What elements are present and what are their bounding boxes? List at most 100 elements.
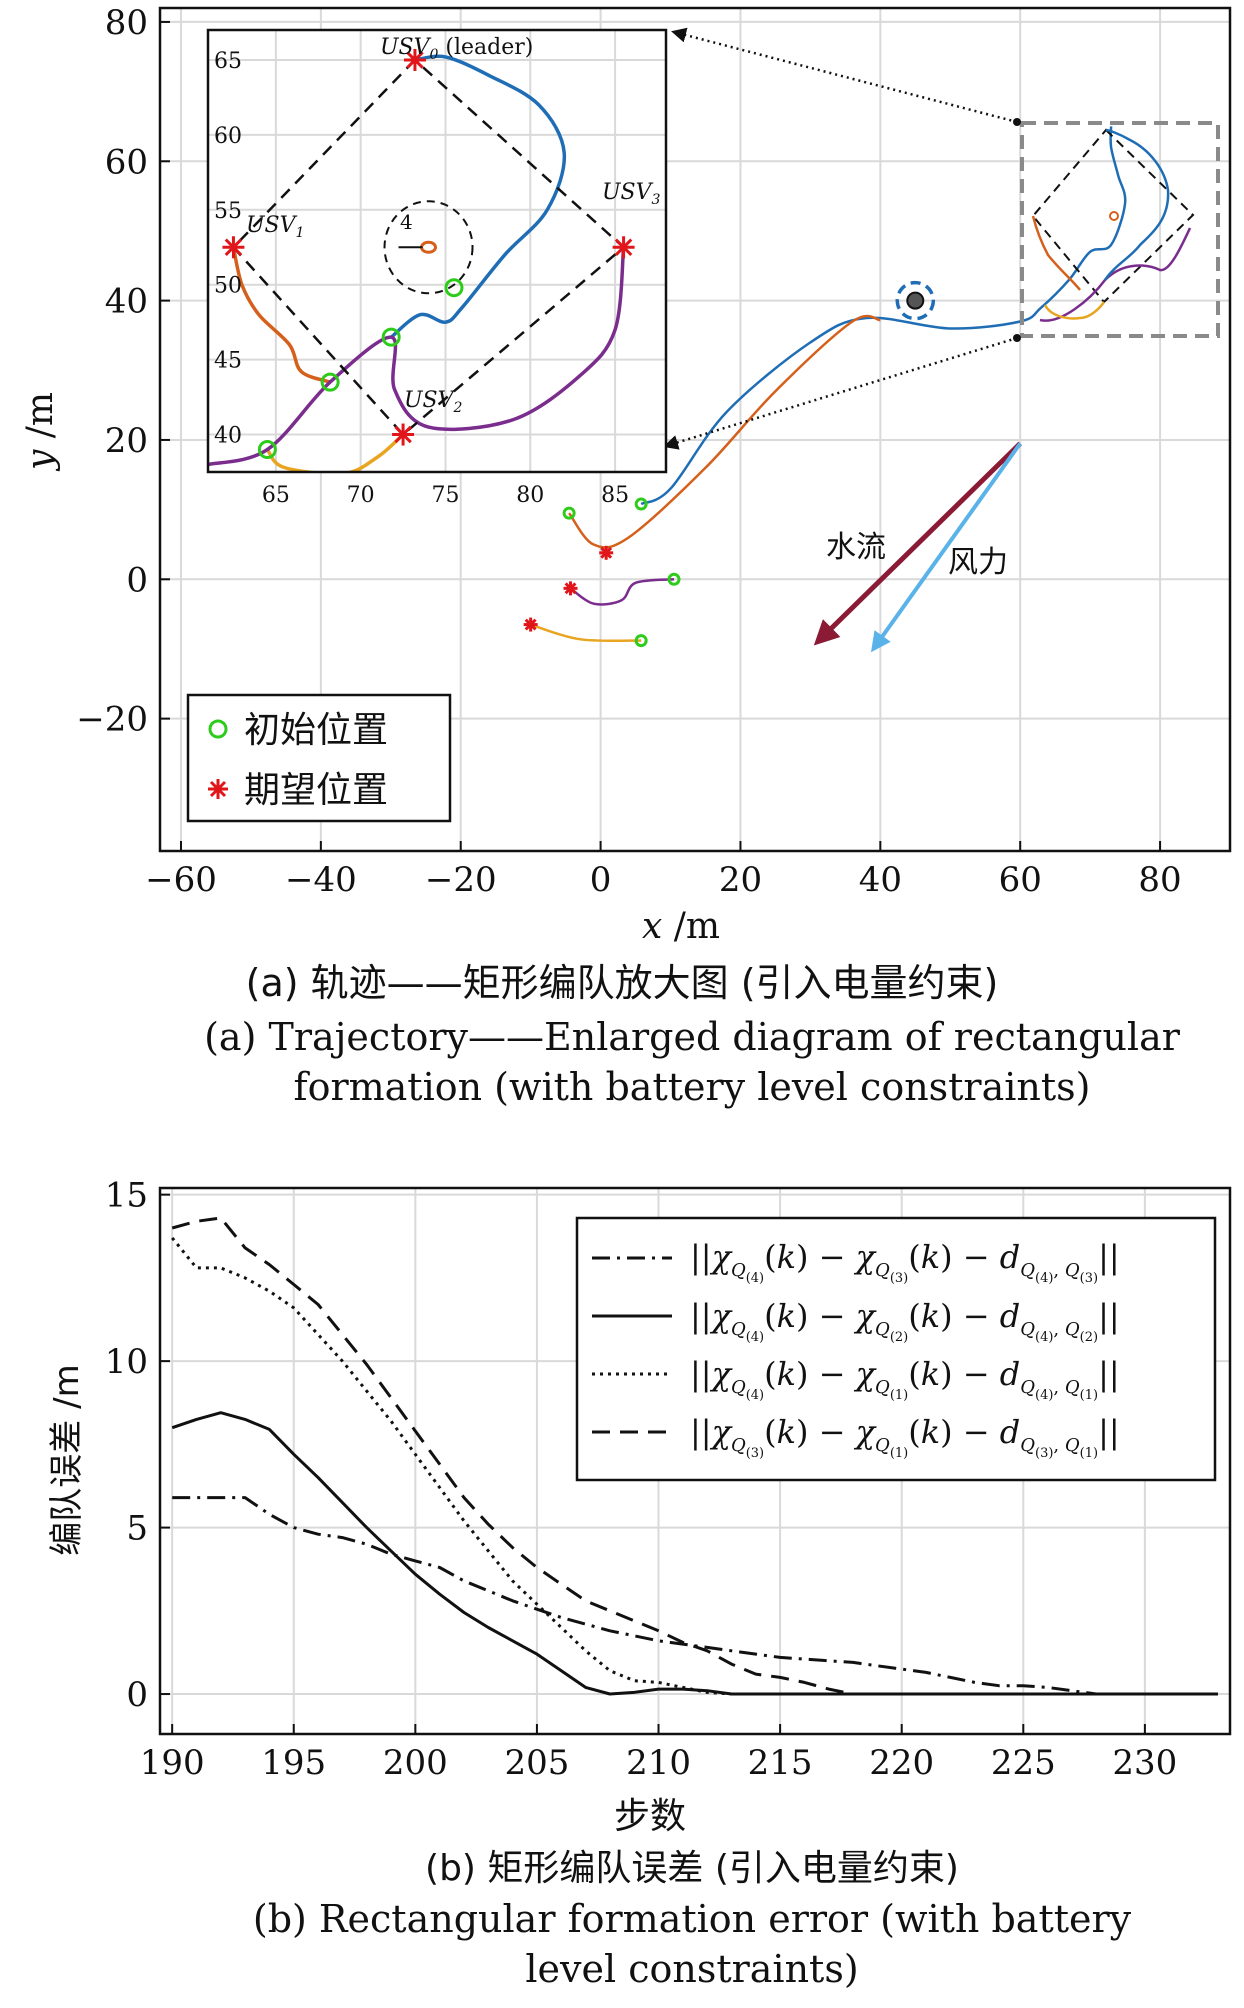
inset-y-tick-label: 40 (214, 424, 242, 449)
inset-x-tick-label: 65 (262, 483, 290, 508)
trajectory-paths (530, 126, 1127, 643)
trajectory-markers (523, 497, 681, 648)
step-axis-label: 步数 (614, 1796, 686, 1837)
water-current-arrow (813, 441, 1022, 646)
error-legend: ||χQ(4)(k) − χQ(3)(k) − dQ(4), Q(3)|| ||… (575, 1216, 1217, 1482)
zoom-connector-bottom (663, 336, 1018, 450)
inset-markers (222, 48, 635, 460)
inset-desired-position-marker (403, 48, 426, 71)
error-ticks: 190 195 200 205 210 215 220 225 230 15 10 5 0 (105, 1176, 1178, 1783)
inset-path-usv1 (231, 246, 331, 384)
trajectory-ticks: −60 −40 −20 0 20 40 60 80 80 60 40 20 0 −20 (76, 3, 1181, 900)
desired-position-marker (563, 581, 578, 596)
connector-dot-bottom (1013, 334, 1021, 342)
desired-position-legend-icon (208, 779, 228, 799)
error-series (171, 1216, 1218, 1696)
step-tick-label: 190 (140, 1743, 205, 1783)
initial-position-marker (667, 572, 681, 586)
legend-desired-position: 期望位置 (244, 770, 388, 811)
caption-b-cn: (b) 矩形编队误差 (引入电量约束) (425, 1848, 959, 1889)
error-series-line (171, 1236, 1218, 1696)
error-axis-label: 编队误差 /m (47, 1364, 87, 1555)
step-tick-label: 195 (261, 1743, 326, 1783)
y-axis-label: y /m (20, 392, 61, 472)
caption-b-en-2: level constraints) (525, 1947, 858, 1991)
inset-y-tick-label: 45 (214, 349, 242, 374)
x-tick-label: 20 (719, 860, 762, 900)
inset-x-tick-label: 80 (516, 483, 544, 508)
y-tick-label: 20 (105, 421, 148, 461)
zoom-connector-top (671, 27, 1018, 124)
inset-path-usv2 (265, 433, 405, 472)
trajectory-chart: 水流 风力 −60 −40 −20 0 20 40 60 80 80 60 40 20 0 −20 x /… (20, 3, 1232, 1109)
caption-a-cn: (a) 轨迹——矩形编队放大图 (引入电量约束) (246, 961, 999, 1005)
inset-desired-position-marker (392, 423, 415, 446)
desired-position-marker (599, 545, 614, 560)
obstacle-marker (895, 280, 936, 321)
wind-force-label: 风力 (948, 545, 1008, 580)
inset-obstacle: 4 (383, 200, 474, 295)
connector-dot-top (1013, 118, 1021, 126)
error-series-line (171, 1216, 1218, 1696)
step-tick-label: 215 (748, 1743, 813, 1783)
path-usv1 (568, 314, 881, 549)
step-tick-label: 210 (626, 1743, 691, 1783)
initial-position-legend-icon (208, 719, 228, 739)
inset-y-tick-label: 55 (214, 199, 242, 224)
error-tick-label: 15 (105, 1176, 148, 1216)
error-tick-label: 5 (126, 1509, 148, 1549)
error-tick-label: 10 (105, 1342, 148, 1382)
error-tick-label: 0 (126, 1675, 148, 1715)
x-tick-label: 80 (1138, 860, 1181, 900)
zoom-inset: 4 65 70 75 80 85 65 60 55 50 45 40 USV0 (leader) U… (206, 28, 668, 508)
inset-paths (208, 54, 626, 472)
usv2-label: USV2 (404, 388, 463, 416)
step-tick-label: 205 (504, 1743, 569, 1783)
inset-grid (208, 30, 666, 472)
inset-path-usv0 (390, 54, 567, 339)
trajectory-legend: 初始位置 期望位置 (186, 693, 452, 823)
initial-position-marker (634, 497, 648, 511)
inset-x-tick-label: 70 (347, 483, 375, 508)
water-current-label: 水流 (826, 530, 886, 565)
x-tick-label: 0 (590, 860, 612, 900)
caption-a-en-2: formation (with battery level constraint… (294, 1065, 1091, 1109)
caption-b-en-1: (b) Rectangular formation error (with ba… (253, 1897, 1132, 1941)
inset-y-tick-label: 60 (214, 124, 242, 149)
initial-position-marker (634, 634, 648, 648)
y-tick-label: 60 (105, 142, 148, 182)
inset-initial-position-marker (444, 278, 464, 298)
usv1-label: USV1 (246, 213, 304, 241)
path-usv2 (530, 623, 642, 643)
x-tick-label: 60 (999, 860, 1042, 900)
inset-frame (206, 28, 668, 474)
inset-x-tick-label: 75 (431, 483, 459, 508)
y-tick-label: 80 (105, 3, 148, 43)
formation-error-chart: 190 195 200 205 210 215 220 225 230 15 10 5 0 步数 编队误… (47, 1176, 1232, 1991)
x-tick-label: −60 (145, 860, 217, 900)
inset-obstacle-label: 4 (400, 210, 413, 234)
error-plot-frame (158, 1186, 1232, 1736)
legend-initial-position: 初始位置 (244, 710, 388, 751)
inset-initial-position-marker (381, 327, 401, 347)
zoom-box-formation (1031, 128, 1195, 322)
inset-initial-position-marker (320, 372, 340, 392)
step-tick-label: 220 (869, 1743, 934, 1783)
usv3-label: USV3 (602, 180, 661, 208)
usv0-label: USV0 (leader) (380, 35, 533, 63)
x-tick-label: −40 (285, 860, 357, 900)
initial-position-marker (562, 506, 576, 520)
x-tick-label: 40 (859, 860, 902, 900)
inset-path-usv3 (208, 247, 626, 467)
step-tick-label: 225 (991, 1743, 1056, 1783)
inset-initial-position-marker (257, 440, 277, 460)
x-axis-label: x /m (642, 906, 720, 947)
path-usv0 (640, 126, 1127, 506)
inset-y-tick-label: 50 (214, 274, 242, 299)
wind-force-arrow (871, 442, 1022, 653)
caption-a-en-1: (a) Trajectory——Enlarged diagram of rect… (204, 1015, 1181, 1059)
inset-x-tick-label: 85 (601, 483, 629, 508)
y-tick-label: 0 (126, 560, 148, 600)
desired-position-marker (523, 617, 538, 632)
